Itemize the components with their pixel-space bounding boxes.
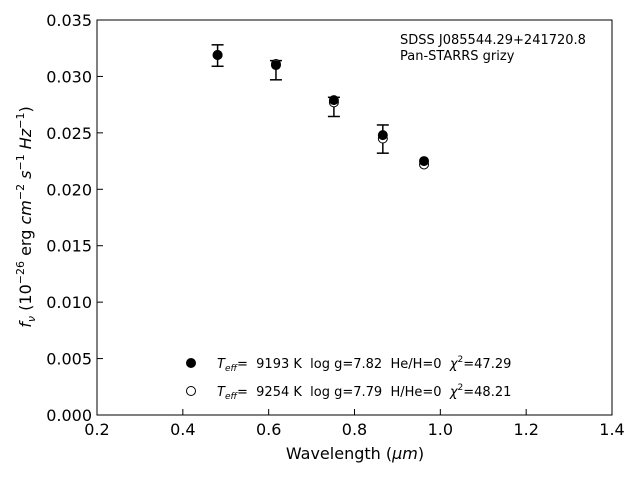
legend: Teff= 9193 K log g=7.82 He/H=0 χ2=47.29 … [186,355,511,402]
annotation-survey: Pan-STARRS grizy [400,49,515,64]
y-tick-label: 0.000 [46,406,92,425]
y-tick-label: 0.005 [46,350,92,369]
point-filled [328,95,339,106]
point-filled [270,60,281,71]
y-tick-label: 0.020 [46,180,92,199]
x-tick-label: 0.8 [342,420,367,439]
legend-marker-open [186,386,196,396]
legend-entry-1: Teff= 9193 K log g=7.82 He/H=0 χ2=47.29 [217,355,511,374]
y-tick-label: 0.035 [46,11,92,30]
x-tick-label: 1.4 [599,420,624,439]
legend-entry-2: Teff= 9254 K log g=7.79 H/He=0 χ2=48.21 [217,383,511,402]
x-tick-label: 0.4 [170,420,195,439]
point-filled [377,130,388,141]
x-tick-label: 1.2 [513,420,538,439]
y-tick-label: 0.010 [46,293,92,312]
y-tick-label: 0.030 [46,67,92,86]
x-axis-label: Wavelength (μm) [286,444,424,463]
y-tick-label: 0.015 [46,237,92,256]
legend-marker-filled [186,358,196,368]
plot-frame [96,19,613,416]
x-tick-label: 0.6 [256,420,281,439]
annotation-object-name: SDSS J085544.29+241720.8 [400,33,586,48]
x-tick-label: 1.0 [428,420,453,439]
point-filled [419,156,430,167]
error-bars [211,44,389,154]
axis-ticks: 0.2 0.4 0.6 0.8 1.0 1.2 1.4 0.000 0.005 0.010 0.01… [46,11,625,439]
y-tick-label: 0.025 [46,124,92,143]
point-filled [212,49,223,60]
y-axis-label: fν (10−26 erg cm−2 s−1 Hz−1) [14,106,38,327]
data-points [212,49,430,170]
x-tick-label: 0.2 [84,420,109,439]
